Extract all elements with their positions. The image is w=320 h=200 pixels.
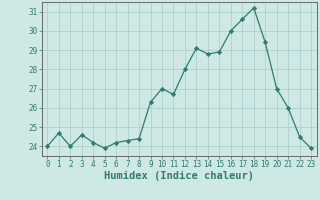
X-axis label: Humidex (Indice chaleur): Humidex (Indice chaleur) <box>104 171 254 181</box>
